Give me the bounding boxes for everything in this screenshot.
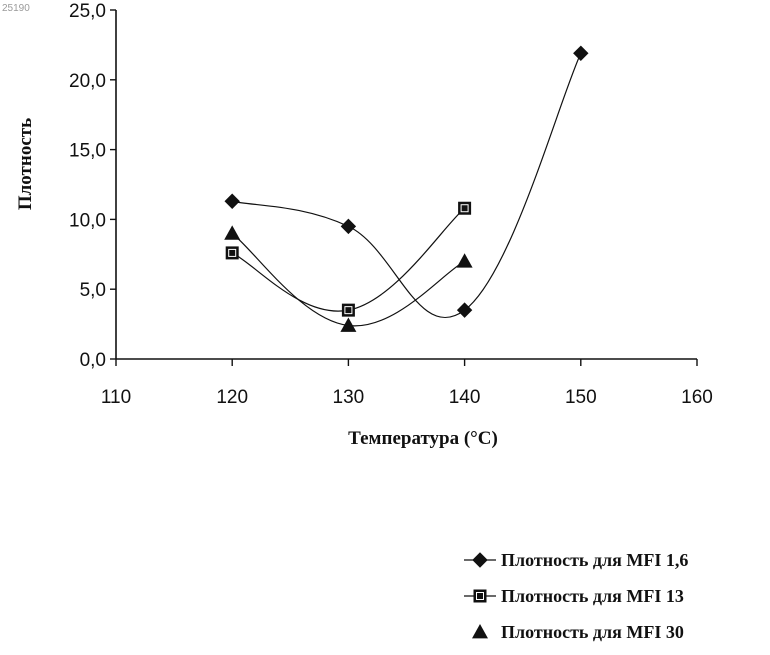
y-axis-title: Плотность [15, 118, 36, 210]
x-tick-label: 150 [565, 387, 597, 408]
y-tick-label: 15,0 [69, 141, 106, 162]
y-tick-label: 5,0 [80, 280, 106, 301]
x-axis-title: Температура (°C) [348, 428, 498, 449]
y-tick-label: 10,0 [69, 210, 106, 231]
y-tick-label: 0,0 [80, 350, 106, 371]
legend-marker-square-fill [474, 590, 487, 603]
data-point-square-fill [458, 202, 471, 215]
x-tick-label: 110 [101, 387, 131, 408]
data-point-triangle [457, 253, 473, 267]
y-tick-label: 25,0 [69, 1, 106, 22]
legend-marker-square [474, 590, 487, 603]
legend: Плотность для MFI 1,6 Плотность для MFI 1… [464, 550, 688, 642]
x-tick-label: 140 [449, 387, 481, 408]
data-point-square [458, 202, 471, 215]
series-diamond [225, 46, 588, 317]
data-point-triangle [224, 225, 240, 239]
x-tick-label: 120 [216, 387, 248, 408]
data-point-diamond [225, 194, 239, 208]
series-layer [224, 46, 588, 332]
data-point-diamond [341, 219, 355, 233]
data-point-square [226, 246, 239, 259]
y-ticks: 0,0 5,0 10,0 15,0 20,0 25,0 [69, 1, 116, 371]
watermark-text: 25190 [2, 3, 30, 14]
x-tick-label: 160 [681, 387, 713, 408]
x-tick-label: 130 [333, 387, 365, 408]
series-line-diamond [232, 53, 581, 317]
legend-marker-diamond [473, 553, 487, 567]
data-point-square-fill [226, 246, 239, 259]
legend-label: Плотность для MFI 1,6 [501, 550, 688, 570]
legend-label: Плотность для MFI 30 [501, 622, 684, 642]
legend-item: Плотность для MFI 13 [464, 586, 684, 606]
legend-item: Плотность для MFI 1,6 [464, 550, 688, 570]
legend-label: Плотность для MFI 13 [501, 586, 684, 606]
legend-item: Плотность для MFI 30 [472, 622, 684, 642]
data-point-diamond [574, 46, 588, 60]
x-ticks: 110 120 130 140 150 160 [101, 359, 713, 408]
y-tick-label: 20,0 [69, 71, 106, 92]
data-point-square [342, 304, 355, 317]
data-point-square-fill [342, 304, 355, 317]
legend-marker-triangle [472, 624, 488, 638]
